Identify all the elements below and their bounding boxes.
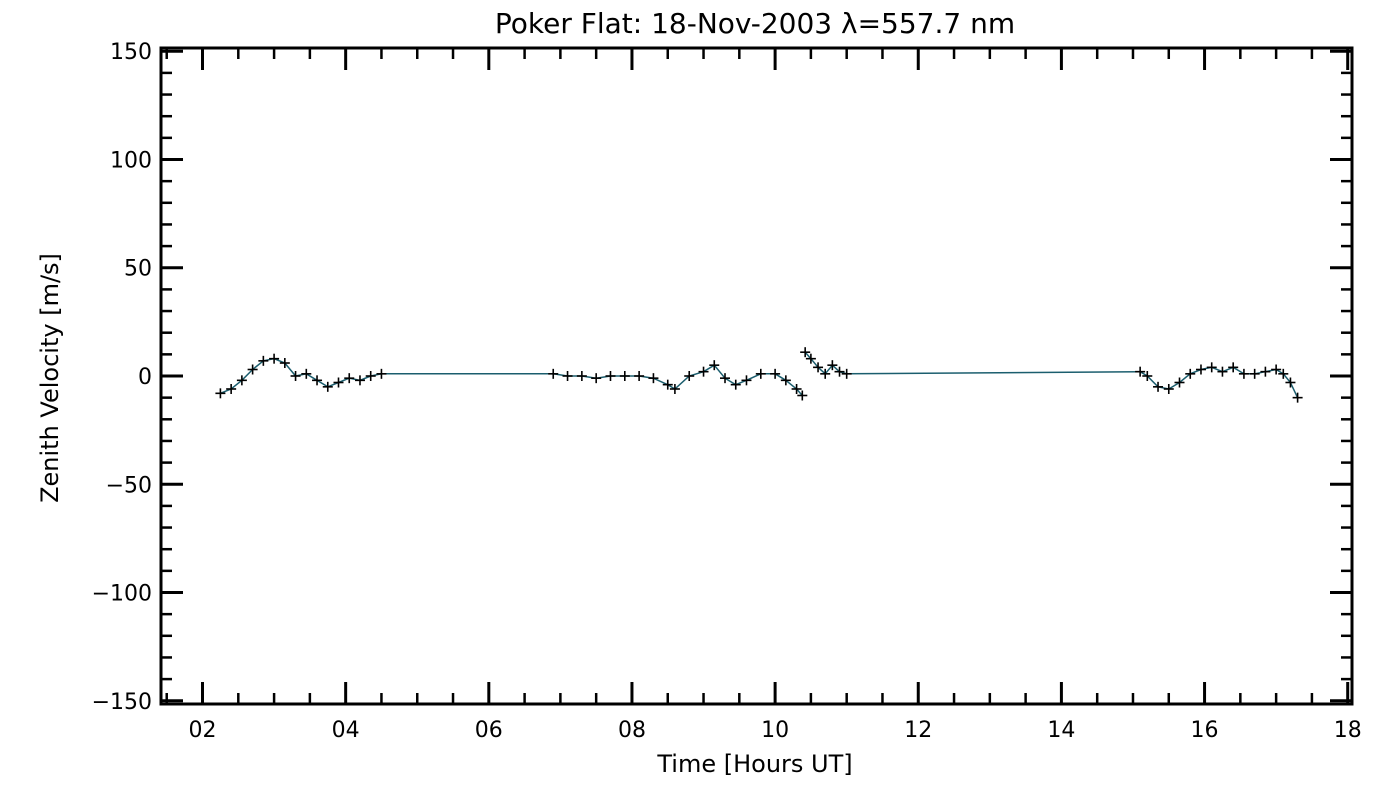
- data-point: [800, 347, 811, 358]
- y-tick-label: 100: [110, 148, 152, 173]
- plot-frame: [159, 46, 1354, 706]
- data-point: [720, 373, 731, 384]
- x-tick-label: 12: [904, 718, 932, 743]
- data-point: [619, 371, 630, 381]
- series-line: [553, 364, 803, 396]
- series-line: [220, 357, 382, 394]
- data-point: [591, 373, 602, 384]
- y-axis-title: Zenith Velocity [m/s]: [36, 253, 64, 503]
- data-point: [1142, 371, 1153, 381]
- chart-title: Poker Flat: 18-Nov-2003 λ=557.7 nm: [495, 7, 1015, 40]
- data-point: [548, 368, 559, 379]
- data-point: [279, 358, 290, 369]
- data-point: [333, 377, 344, 388]
- y-tick-label: 0: [138, 365, 152, 390]
- x-axis-title: Time [Hours UT]: [656, 750, 852, 778]
- y-tick-label: 50: [124, 257, 152, 282]
- data-point: [791, 383, 802, 394]
- x-tick-label: 10: [761, 718, 789, 743]
- data-point: [1249, 368, 1260, 379]
- data-point: [269, 353, 280, 364]
- data-point: [698, 366, 709, 377]
- data-point: [1228, 362, 1239, 373]
- data-point: [1163, 383, 1174, 394]
- data-point: [684, 371, 695, 381]
- data-point: [1285, 377, 1296, 388]
- tick-labels: 02 04 06 08 10 12 14 16 18 −150 −100 −50 0 50 100 150: [92, 40, 1362, 743]
- axis-ticks: [161, 48, 1352, 704]
- data-point: [1217, 366, 1228, 377]
- data-point: [1195, 364, 1206, 375]
- data-point: [605, 371, 616, 381]
- data-point: [1260, 366, 1271, 377]
- data-point: [1153, 381, 1164, 392]
- data-point: [1278, 368, 1289, 379]
- data-point: [365, 371, 376, 381]
- y-tick-label: −150: [92, 690, 152, 715]
- data-point: [312, 375, 323, 386]
- data-point: [1238, 368, 1249, 379]
- data-point: [247, 364, 258, 375]
- data-point: [236, 375, 247, 386]
- data-point: [354, 375, 365, 386]
- data-point: [215, 388, 226, 399]
- data-point: [755, 368, 766, 379]
- gap-link-line: [846, 370, 1141, 375]
- data-point: [1185, 368, 1196, 379]
- x-tick-label: 02: [189, 718, 217, 743]
- data-point: [730, 379, 741, 390]
- data-point: [805, 353, 816, 364]
- x-tick-label: 14: [1047, 718, 1075, 743]
- data-point: [290, 371, 301, 381]
- data-point: [1174, 377, 1185, 388]
- data-point: [770, 368, 781, 379]
- data-point: [562, 371, 573, 381]
- data-point: [709, 360, 720, 371]
- data-point: [1292, 392, 1303, 403]
- x-tick-label: 18: [1334, 718, 1362, 743]
- data-point: [1135, 366, 1146, 377]
- data-point: [741, 375, 752, 386]
- data-point: [226, 383, 237, 394]
- y-tick-label: −100: [92, 582, 152, 607]
- data-point: [820, 368, 831, 379]
- data-point: [1206, 362, 1217, 373]
- data-point: [322, 381, 333, 392]
- data-point: [576, 371, 587, 381]
- data-layer: [215, 347, 1303, 403]
- data-point: [1271, 364, 1282, 375]
- data-point: [376, 368, 387, 379]
- data-point: [841, 368, 852, 379]
- data-point: [662, 379, 673, 390]
- data-point: [634, 371, 645, 381]
- x-tick-label: 06: [475, 718, 503, 743]
- data-point: [797, 390, 808, 401]
- x-tick-label: 08: [618, 718, 646, 743]
- y-tick-label: −50: [106, 473, 152, 498]
- data-point: [258, 355, 269, 366]
- data-point: [827, 360, 838, 371]
- x-tick-label: 16: [1191, 718, 1219, 743]
- data-point: [780, 375, 791, 386]
- x-tick-label: 04: [332, 718, 360, 743]
- data-point: [301, 368, 312, 379]
- data-point: [648, 373, 659, 384]
- data-point: [813, 362, 824, 373]
- data-point: [669, 383, 680, 394]
- data-point: [344, 373, 355, 384]
- y-tick-label: 150: [110, 40, 152, 65]
- data-point: [834, 366, 845, 377]
